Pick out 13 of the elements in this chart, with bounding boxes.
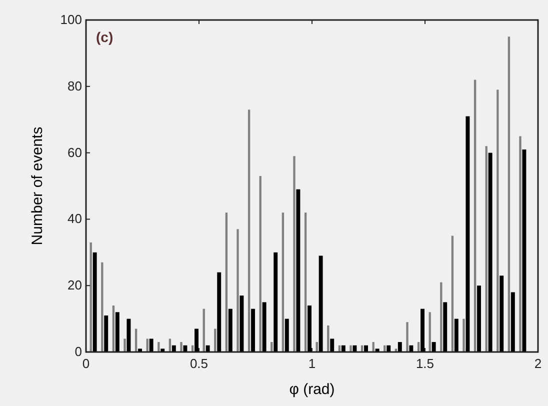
y-tick-label: 80 (68, 78, 82, 94)
x-tick-label: 1 (308, 356, 316, 371)
y-tick-label: 20 (68, 278, 82, 293)
y-tick-label: 0 (74, 344, 82, 359)
annotation: (c) (96, 29, 114, 45)
y-tick-label: 100 (60, 12, 82, 27)
x-tick-label: 0.5 (190, 356, 208, 371)
y-tick-label: 60 (68, 144, 82, 160)
x-axis-title: φ (rad) (289, 381, 335, 398)
x-tick-label: 2 (534, 356, 542, 371)
x-tick-label: 1.5 (416, 356, 434, 371)
y-axis-title: Number of events (29, 126, 46, 246)
y-tick-label: 40 (68, 211, 82, 226)
